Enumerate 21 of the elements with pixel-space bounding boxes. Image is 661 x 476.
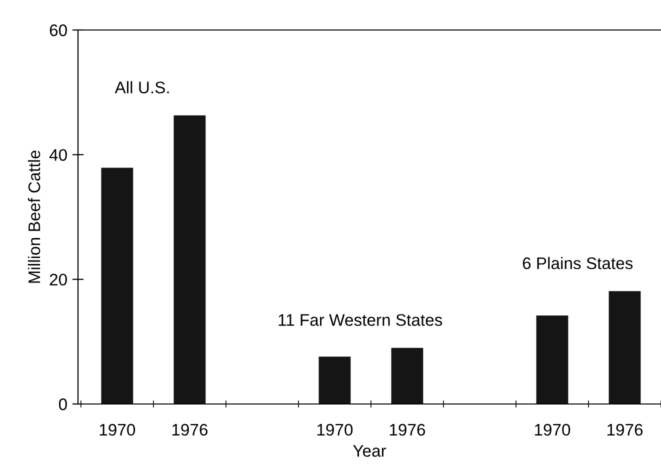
y-tick-label: 40 (49, 149, 67, 161)
x-tick-label: 1970 (534, 424, 570, 436)
bar (101, 168, 134, 404)
x-tick-label: 1976 (172, 424, 208, 436)
y-tick-label: 60 (50, 24, 67, 36)
x-tick-label: 1970 (317, 424, 353, 436)
bar (536, 315, 568, 404)
y-tick-label: 0 (58, 398, 67, 410)
bar (608, 291, 641, 404)
x-tick-label: 1970 (100, 424, 136, 436)
bar (174, 115, 206, 404)
bar (391, 348, 424, 404)
x-tick-label: 1976 (390, 424, 426, 436)
x-axis-title: Year (353, 445, 386, 457)
annotation: All U.S. (114, 81, 169, 94)
y-tick-label: 20 (50, 274, 67, 286)
annotation: 11 Far Western States (278, 314, 442, 326)
annotation: 6 Plains States (522, 256, 633, 270)
y-axis-title: Million Beef Cattle (28, 150, 40, 283)
x-tick-label: 1976 (607, 424, 643, 436)
bar (318, 356, 351, 404)
